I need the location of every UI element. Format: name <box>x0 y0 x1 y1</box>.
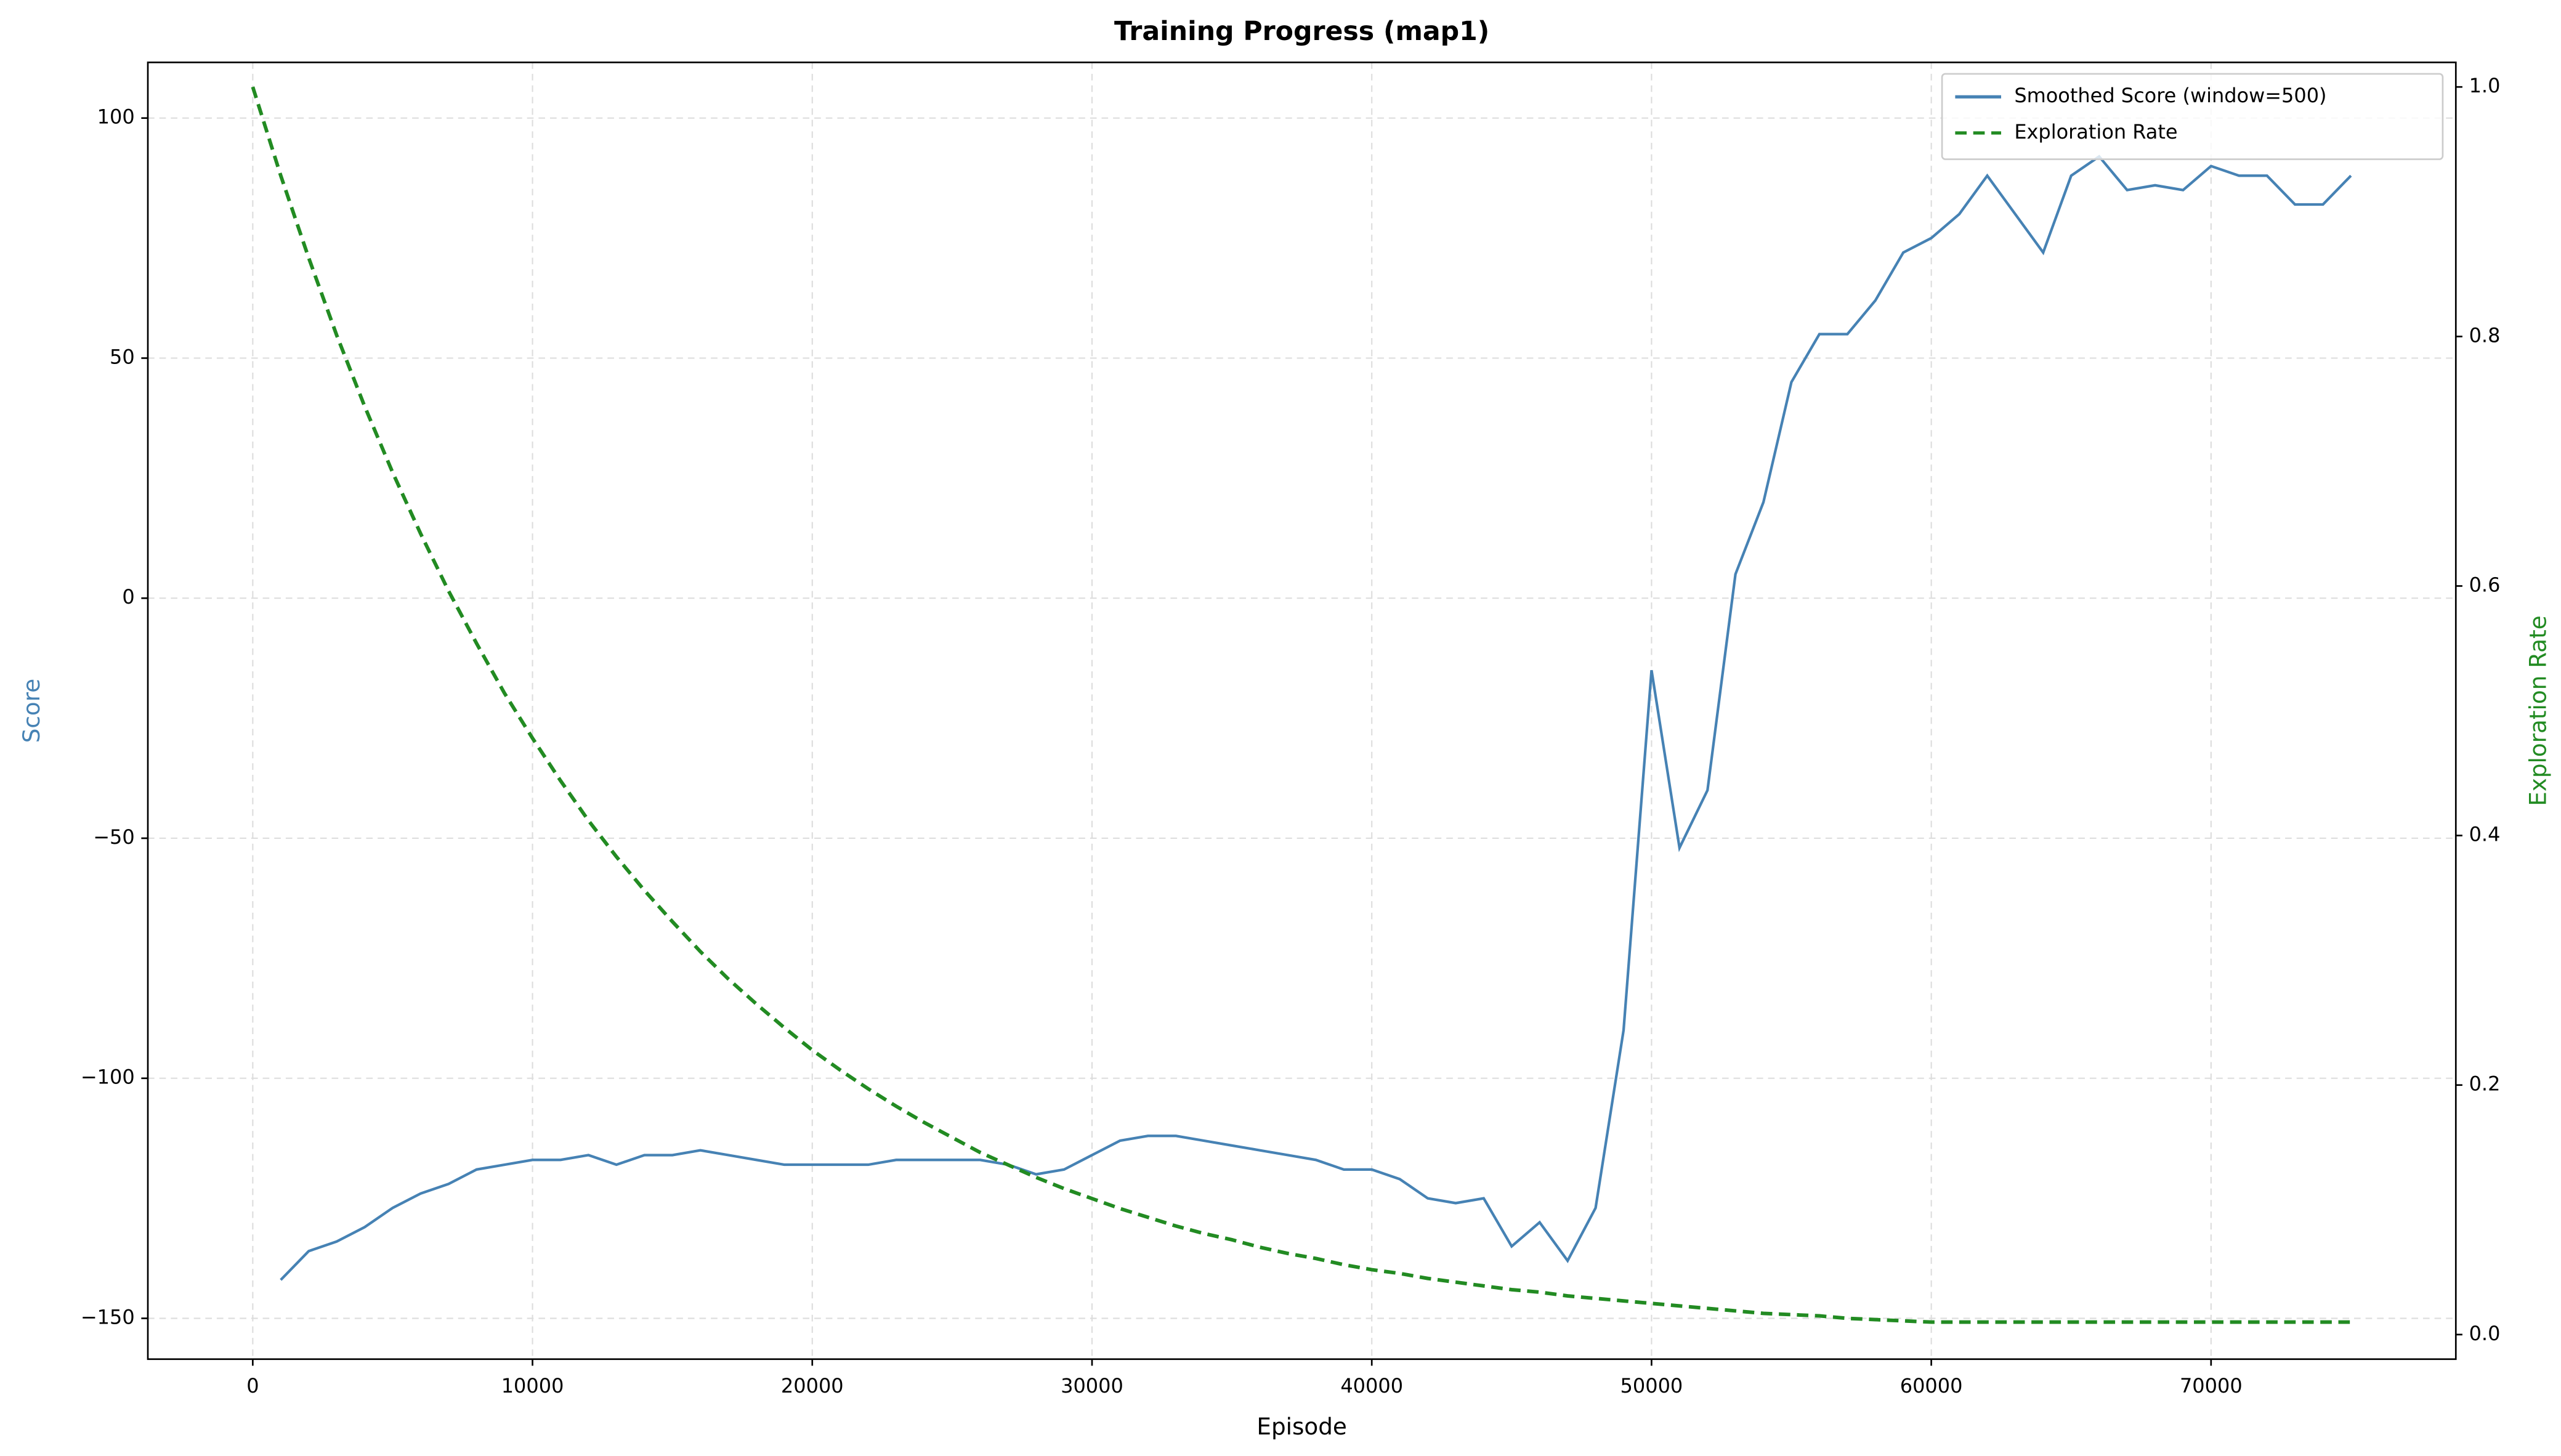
y2-tick-label: 0.0 <box>2469 1322 2501 1345</box>
y2-tick-label: 0.8 <box>2469 323 2501 347</box>
chart-title: Training Progress (map1) <box>1114 16 1489 47</box>
y-tick-label: −150 <box>81 1305 135 1329</box>
x-tick-label: 60000 <box>1900 1374 1963 1397</box>
grid <box>148 62 2456 1359</box>
y2-tick-label: 1.0 <box>2469 74 2501 97</box>
legend-label: Smoothed Score (window=500) <box>2014 84 2326 107</box>
y2-axis-label: Exploration Rate <box>2525 615 2552 806</box>
x-tick-label: 0 <box>246 1374 259 1397</box>
x-tick-label: 40000 <box>1340 1374 1403 1397</box>
x-tick-label: 30000 <box>1061 1374 1123 1397</box>
x-tick-label: 50000 <box>1620 1374 1683 1397</box>
y-axis-label: Score <box>18 679 45 743</box>
x-tick-label: 10000 <box>501 1374 564 1397</box>
y-tick-label: 0 <box>122 585 134 609</box>
y2-tick-label: 0.4 <box>2469 823 2501 846</box>
x-axis-label: Episode <box>1256 1413 1346 1440</box>
y-tick-label: 100 <box>97 105 135 129</box>
x-tick-label: 20000 <box>781 1374 844 1397</box>
series-line <box>280 155 2352 1281</box>
legend-label: Exploration Rate <box>2014 120 2177 144</box>
x-tick-label: 70000 <box>2180 1374 2243 1397</box>
y2-tick-label: 0.2 <box>2469 1072 2501 1096</box>
plot-frame <box>147 61 2457 1361</box>
series-line <box>251 86 2351 1324</box>
y-tick-label: −100 <box>81 1066 135 1089</box>
y-tick-label: 50 <box>110 345 135 368</box>
y2-tick-label: 0.6 <box>2469 573 2501 596</box>
legend-box <box>1941 73 2444 160</box>
y-tick-label: −50 <box>93 825 134 849</box>
